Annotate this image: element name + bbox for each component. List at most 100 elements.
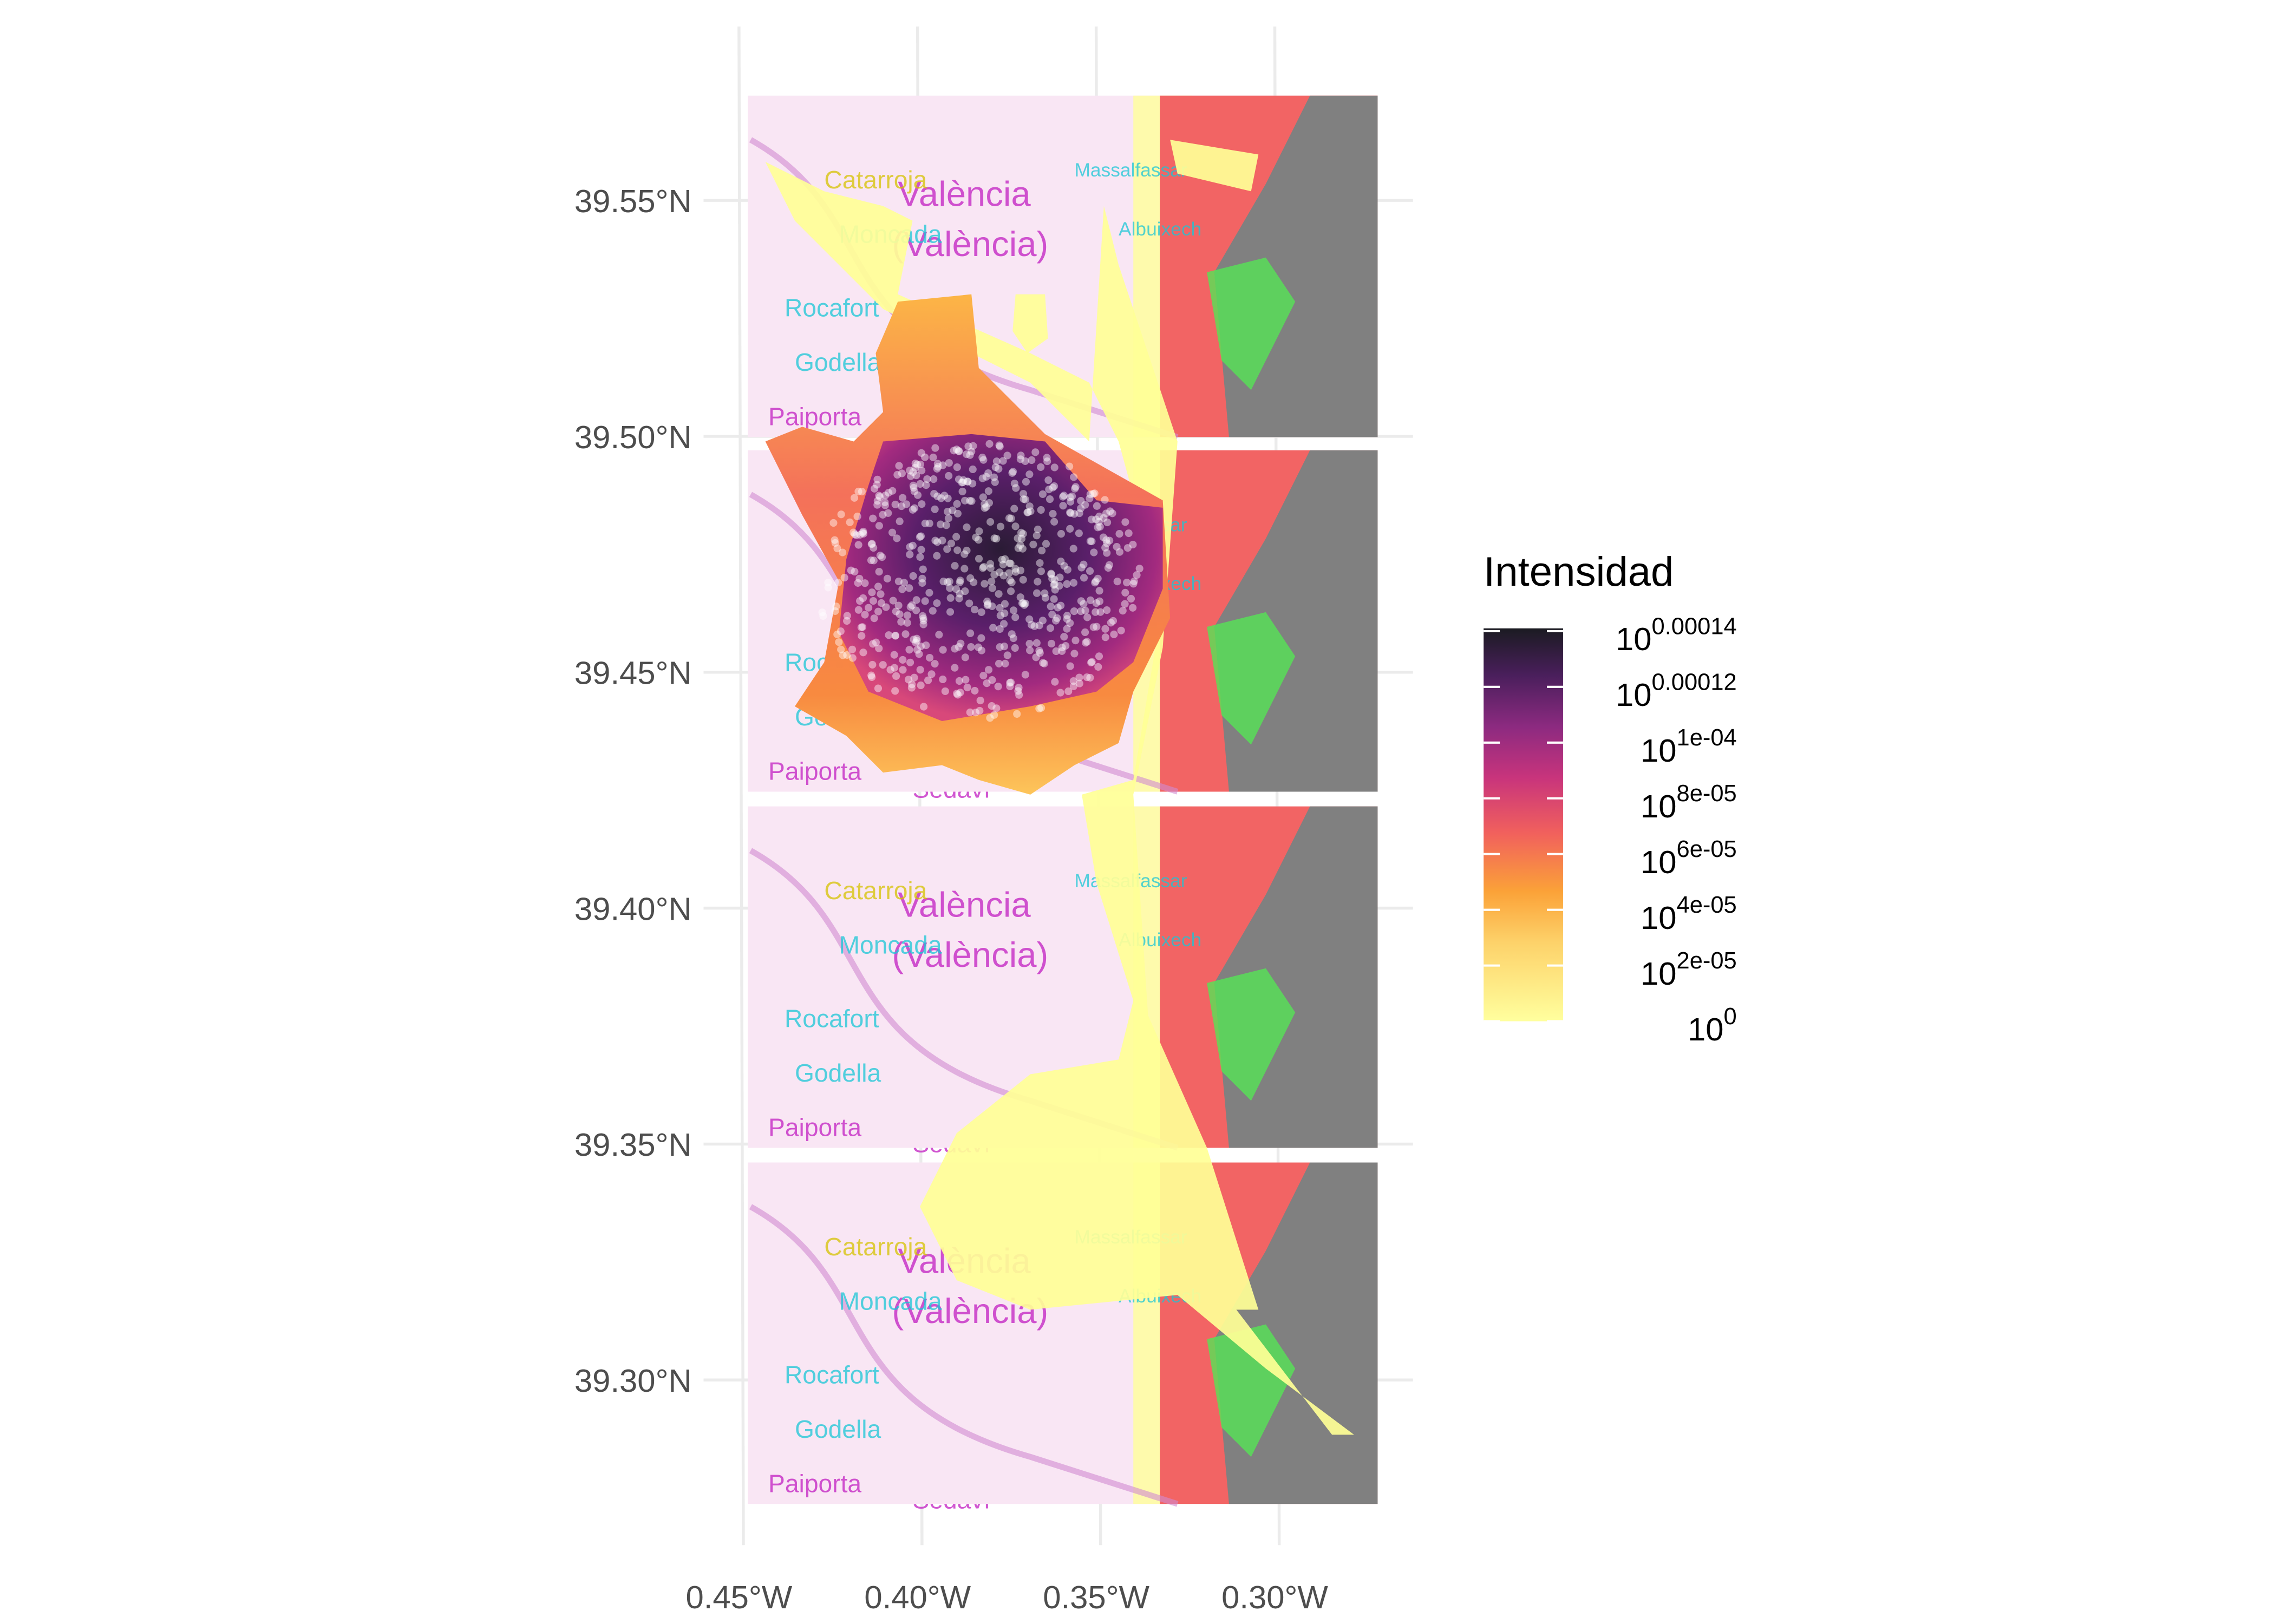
event-point — [1115, 530, 1123, 538]
event-point — [1066, 619, 1074, 627]
y-tick-label: 39.40°N — [574, 890, 692, 927]
event-point — [979, 456, 988, 464]
event-point — [1107, 619, 1115, 627]
event-point — [1095, 652, 1103, 660]
event-point — [955, 677, 963, 685]
event-point — [931, 444, 939, 452]
event-point — [919, 614, 927, 623]
event-point — [966, 629, 975, 637]
event-point — [984, 487, 992, 495]
event-point — [1086, 490, 1094, 499]
event-point — [963, 450, 971, 459]
event-point — [912, 596, 920, 604]
event-point — [1094, 663, 1102, 671]
event-point — [979, 671, 988, 680]
event-point — [858, 623, 867, 631]
event-point — [1075, 673, 1083, 682]
event-point — [1047, 603, 1055, 611]
event-point — [899, 666, 907, 674]
event-point — [1057, 558, 1065, 566]
event-point — [974, 643, 983, 651]
event-point — [856, 597, 864, 605]
event-point — [854, 579, 862, 587]
event-point — [978, 474, 986, 482]
event-point — [897, 618, 905, 626]
event-point — [1009, 606, 1018, 614]
event-point — [1069, 579, 1078, 587]
event-point — [956, 590, 964, 598]
event-point — [990, 534, 998, 542]
density-plume — [1012, 140, 1259, 353]
event-point — [909, 481, 917, 489]
event-point — [918, 574, 926, 582]
event-point — [906, 658, 914, 666]
event-point — [954, 691, 962, 699]
event-point — [879, 661, 887, 669]
event-point — [967, 643, 975, 651]
event-point — [960, 550, 969, 558]
event-point — [861, 579, 869, 587]
colorbar-label: 106e-05 — [1641, 836, 1737, 880]
event-point — [1086, 537, 1094, 545]
event-point — [995, 441, 1003, 449]
event-point — [976, 696, 984, 705]
event-point — [985, 440, 994, 448]
event-point — [933, 460, 942, 468]
event-point — [937, 520, 945, 528]
event-point — [1022, 477, 1030, 486]
event-point — [856, 531, 864, 539]
event-point — [851, 530, 859, 538]
map-label: València — [898, 885, 1031, 925]
event-point — [1052, 647, 1060, 656]
event-point — [969, 480, 977, 488]
event-point — [884, 509, 892, 517]
event-point — [922, 641, 930, 650]
event-point — [944, 494, 952, 502]
event-point — [1010, 480, 1018, 488]
colorbar-label-exponent: 0.00014 — [1652, 613, 1737, 639]
colorbar-label-base: 10 — [1688, 1011, 1724, 1047]
event-point — [1001, 555, 1009, 563]
event-point — [1006, 577, 1014, 585]
event-point — [891, 632, 899, 640]
event-point — [1001, 609, 1009, 618]
event-point — [1007, 559, 1015, 568]
map-label: Massalfassar — [1074, 160, 1187, 181]
event-point — [1047, 569, 1055, 578]
event-point — [891, 500, 899, 508]
event-point — [896, 610, 904, 618]
event-point — [994, 683, 1002, 691]
event-point — [963, 683, 971, 692]
event-point — [961, 653, 969, 662]
event-point — [929, 607, 937, 615]
event-point — [1034, 525, 1042, 534]
event-point — [968, 447, 976, 456]
event-point — [1117, 626, 1125, 634]
event-point — [1093, 502, 1101, 510]
event-point — [912, 472, 920, 480]
event-point — [915, 650, 923, 658]
event-point — [911, 460, 919, 468]
event-point — [917, 532, 925, 540]
event-point — [935, 631, 943, 639]
event-point — [919, 620, 927, 628]
event-point — [1069, 545, 1077, 553]
event-point — [975, 536, 983, 544]
event-point — [1089, 489, 1097, 498]
port — [1207, 612, 1296, 745]
event-point — [831, 607, 839, 615]
legend: Intensidad 100.00014100.00012101e-04108e… — [1484, 549, 1737, 1047]
event-point — [957, 639, 965, 647]
event-point — [980, 563, 988, 571]
event-point — [953, 463, 961, 472]
event-point — [1077, 564, 1086, 572]
event-point — [1005, 514, 1014, 522]
event-point — [858, 632, 866, 640]
event-point — [976, 706, 984, 715]
event-point — [924, 676, 932, 684]
event-point — [958, 479, 966, 487]
event-point — [1123, 579, 1131, 587]
event-point — [917, 449, 925, 457]
event-point — [1119, 607, 1127, 615]
event-point — [1019, 599, 1028, 607]
